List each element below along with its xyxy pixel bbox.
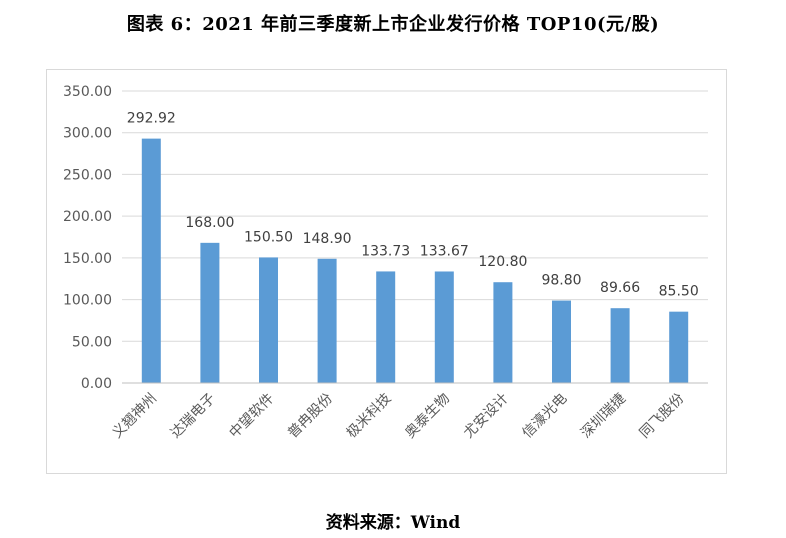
data-label: 133.67 bbox=[420, 243, 469, 259]
bar bbox=[552, 300, 571, 383]
x-tick-label: 达瑞电子 bbox=[168, 391, 219, 442]
x-tick-label: 同飞股份 bbox=[637, 391, 688, 442]
y-tick-label: 0.00 bbox=[81, 376, 112, 392]
bar-chart: 0.00 50.00 100.00 150.00 200.00 250.00 300.00 3… bbox=[63, 84, 708, 442]
figure-title: 图表 6：2021 年前三季度新上市企业发行价格 TOP10(元/股) bbox=[126, 14, 660, 35]
data-label: 150.50 bbox=[244, 229, 293, 245]
bar bbox=[200, 242, 220, 383]
x-tick-label: 尤安设计 bbox=[461, 391, 512, 442]
bar bbox=[493, 282, 513, 383]
x-tick-label: 信濠光电 bbox=[519, 390, 571, 442]
data-label: 292.92 bbox=[127, 111, 176, 127]
x-tick-label: 深圳瑞捷 bbox=[578, 391, 629, 442]
y-tick-label: 150.00 bbox=[63, 251, 112, 267]
bar bbox=[434, 271, 454, 383]
data-label: 133.73 bbox=[361, 243, 410, 259]
y-tick-label: 250.00 bbox=[63, 167, 112, 183]
data-label: 85.50 bbox=[659, 284, 699, 300]
source-note: 资料来源：Wind bbox=[325, 513, 461, 533]
bar bbox=[669, 311, 689, 383]
x-tick-label: 中望软件 bbox=[226, 391, 277, 442]
data-label: 89.66 bbox=[600, 280, 640, 296]
y-tick-label: 50.00 bbox=[72, 334, 112, 350]
bar bbox=[610, 308, 630, 383]
data-label: 168.00 bbox=[185, 215, 234, 231]
bar bbox=[317, 258, 337, 383]
x-tick-label: 普冉股份 bbox=[285, 391, 336, 442]
y-tick-label: 200.00 bbox=[63, 209, 112, 225]
x-tick-label: 义翘神州 bbox=[109, 391, 160, 442]
x-tick-label: 极米科技 bbox=[344, 391, 395, 442]
y-tick-label: 100.00 bbox=[63, 293, 112, 309]
bar bbox=[376, 271, 396, 383]
x-tick-label: 奥泰生物 bbox=[402, 390, 454, 442]
bar bbox=[259, 257, 278, 383]
data-label: 98.80 bbox=[541, 273, 581, 289]
chart-area: 0.00 50.00 100.00 150.00 200.00 250.00 300.00 3… bbox=[46, 69, 727, 474]
y-tick-label: 350.00 bbox=[63, 84, 112, 100]
data-label: 120.80 bbox=[478, 254, 527, 270]
bar bbox=[141, 138, 161, 383]
y-tick-label: 300.00 bbox=[63, 126, 112, 142]
data-label: 148.90 bbox=[303, 231, 352, 247]
